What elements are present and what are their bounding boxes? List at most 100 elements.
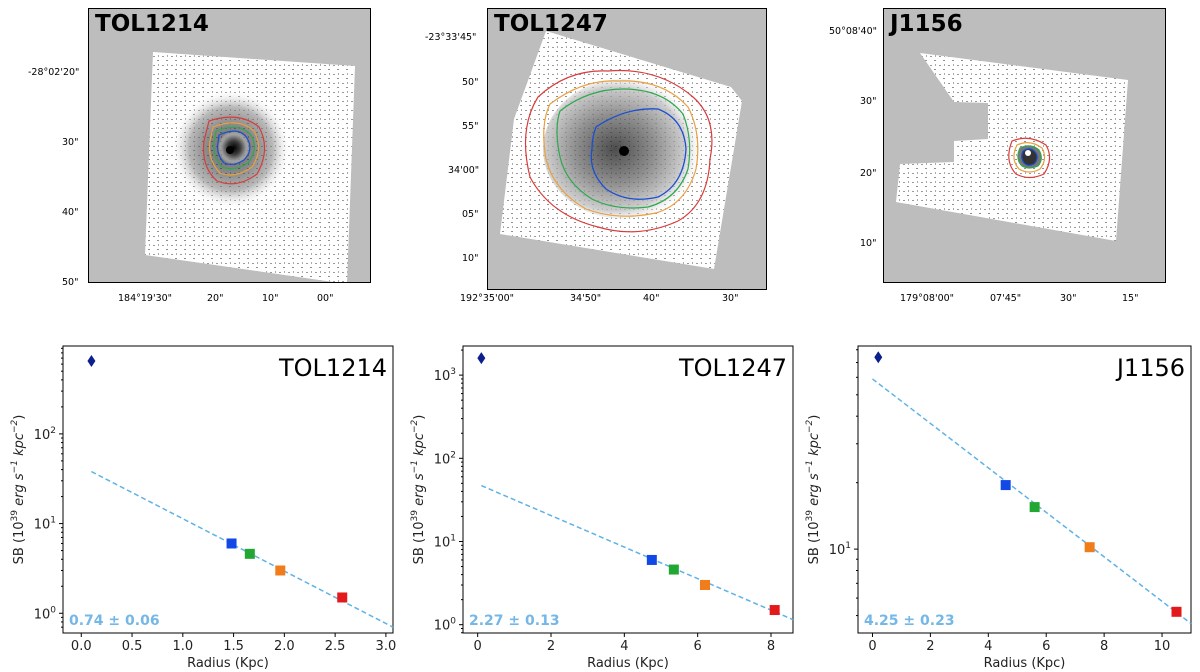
slope-annotation: 0.74 ± 0.06 (69, 613, 160, 629)
data-point-orange (700, 579, 710, 590)
ra-tick: 184°19'30" (118, 293, 173, 304)
ra-tick: 07'45" (990, 293, 1022, 304)
x-tick-label: 6 (1042, 639, 1050, 654)
x-tick-label: 8 (1100, 639, 1108, 654)
y-tick-label: 101 (434, 533, 456, 550)
chart-title: TOL1247 (678, 354, 787, 382)
ra-tick: 34'50" (570, 293, 602, 304)
y-axis-label-part: 39 (10, 510, 20, 522)
x-tick-label: 2.0 (274, 639, 295, 654)
ra-tick: 40" (643, 293, 660, 304)
chart-title: TOL1214 (278, 354, 387, 382)
fit-line (872, 378, 1192, 625)
y-tick-exponent: 3 (450, 367, 456, 377)
x-tick-label: 4 (620, 639, 628, 654)
y-axis-label-part: −2 (410, 419, 420, 433)
data-point-green (244, 548, 255, 559)
ra-tick: 30" (722, 293, 739, 304)
dec-tick: -23°33'45" (425, 32, 477, 43)
y-axis-label-part: kpc (412, 433, 427, 460)
y-axis-label-part: −2 (10, 419, 20, 433)
y-tick-exponent: 0 (450, 617, 456, 627)
x-tick-label: 1.5 (223, 639, 244, 654)
central-diamond-point (874, 351, 883, 364)
dec-tick: 40" (62, 207, 79, 218)
data-point-blue (646, 554, 657, 565)
x-axis-label: Radius (Kpc) (984, 656, 1066, 671)
plot-frame (857, 345, 1192, 634)
dec-tick: 05" (462, 209, 479, 220)
slope-annotation: 2.27 ± 0.13 (469, 613, 560, 629)
ra-tick: 30" (1060, 293, 1077, 304)
ra-tick: 10" (262, 293, 279, 304)
data-point-red (769, 605, 780, 616)
ra-tick: 192°35'00" (460, 293, 515, 304)
galaxy-image-tol1214 (145, 52, 355, 282)
y-tick-exponent: 1 (50, 516, 56, 526)
galaxy-image-j1156 (896, 53, 1128, 241)
x-tick-label: 2 (547, 639, 555, 654)
dec-tick: 55" (462, 121, 479, 132)
y-tick-exponent: 2 (50, 426, 56, 436)
x-tick-label: 0.0 (71, 639, 92, 654)
dec-tick: 20" (860, 168, 877, 179)
y-axis-label-part: 39 (410, 510, 420, 522)
y-axis-label-part: −1 (10, 460, 20, 473)
chart-title: J1156 (1115, 354, 1185, 382)
y-axis-label-part: −1 (410, 460, 420, 473)
y-tick-exponent: 0 (50, 605, 56, 615)
image-panel-j1156: J1156 (883, 8, 1166, 283)
y-axis-label-part: ) (412, 415, 427, 420)
x-tick-label: 2.5 (325, 639, 346, 654)
ra-tick: 20" (207, 293, 224, 304)
dec-tick: 10" (860, 238, 877, 249)
y-tick-label: 103 (434, 367, 456, 384)
dec-tick: 50" (62, 277, 79, 288)
dec-tick: 50" (462, 77, 479, 88)
y-tick-label: 101 (829, 541, 851, 558)
y-tick-label: 101 (34, 516, 56, 533)
x-axis-label: Radius (Kpc) (187, 656, 269, 671)
y-tick-label: 102 (434, 450, 456, 467)
y-axis-label-part: erg s (12, 473, 27, 506)
y-axis-label-part: ) (12, 415, 27, 420)
y-tick-exponent: 2 (450, 450, 456, 460)
dec-tick: 50°08'40" (829, 26, 877, 37)
ra-tick: 00" (317, 293, 334, 304)
y-tick-exponent: 1 (845, 541, 851, 551)
dec-tick: 30" (62, 137, 79, 148)
y-tick-exponent: 1 (450, 533, 456, 543)
y-axis-label-part: −2 (805, 419, 815, 433)
x-tick-label: 4 (984, 639, 992, 654)
y-axis-label: SB (1039 erg s−1 kpc−2) (10, 415, 27, 565)
image-panel-tol1214: TOL1214 (88, 8, 371, 283)
image-panel-tol1247: TOL1247 (487, 8, 767, 290)
y-axis-label-part: −1 (805, 460, 815, 473)
dec-tick: 34'00" (448, 165, 480, 176)
x-tick-label: 0 (474, 639, 482, 654)
plot-frame (462, 345, 794, 634)
image-title: J1156 (890, 11, 963, 37)
ra-tick: 179°08'00" (900, 293, 955, 304)
fit-line (91, 470, 394, 628)
data-point-green (668, 564, 679, 575)
data-point-red (337, 592, 348, 603)
y-tick-label: 100 (434, 617, 457, 634)
data-point-orange (1084, 542, 1095, 553)
y-tick-label: 102 (34, 426, 56, 443)
x-tick-label: 0.5 (122, 639, 143, 654)
data-point-red (1171, 606, 1182, 617)
central-diamond-point (87, 354, 96, 367)
image-title: TOL1214 (95, 11, 209, 37)
y-axis-label-part: kpc (12, 433, 27, 460)
x-tick-label: 0 (868, 639, 876, 654)
x-tick-label: 8 (767, 639, 775, 654)
y-axis-label-part: erg s (807, 473, 822, 506)
data-point-blue (1000, 480, 1011, 491)
data-point-green (1029, 502, 1040, 513)
central-diamond-point (477, 352, 486, 365)
x-tick-label: 10 (1154, 639, 1171, 654)
y-axis-label: SB (1039 erg s−1 kpc−2) (805, 415, 822, 565)
y-tick-label: 100 (34, 605, 57, 622)
